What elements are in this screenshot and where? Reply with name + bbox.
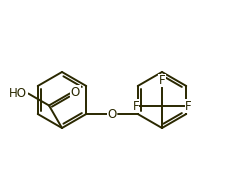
Text: F: F — [185, 99, 192, 112]
Text: O: O — [71, 86, 80, 99]
Text: F: F — [132, 99, 139, 112]
Text: O: O — [107, 108, 117, 121]
Text: F: F — [159, 74, 165, 87]
Text: HO: HO — [9, 87, 27, 100]
